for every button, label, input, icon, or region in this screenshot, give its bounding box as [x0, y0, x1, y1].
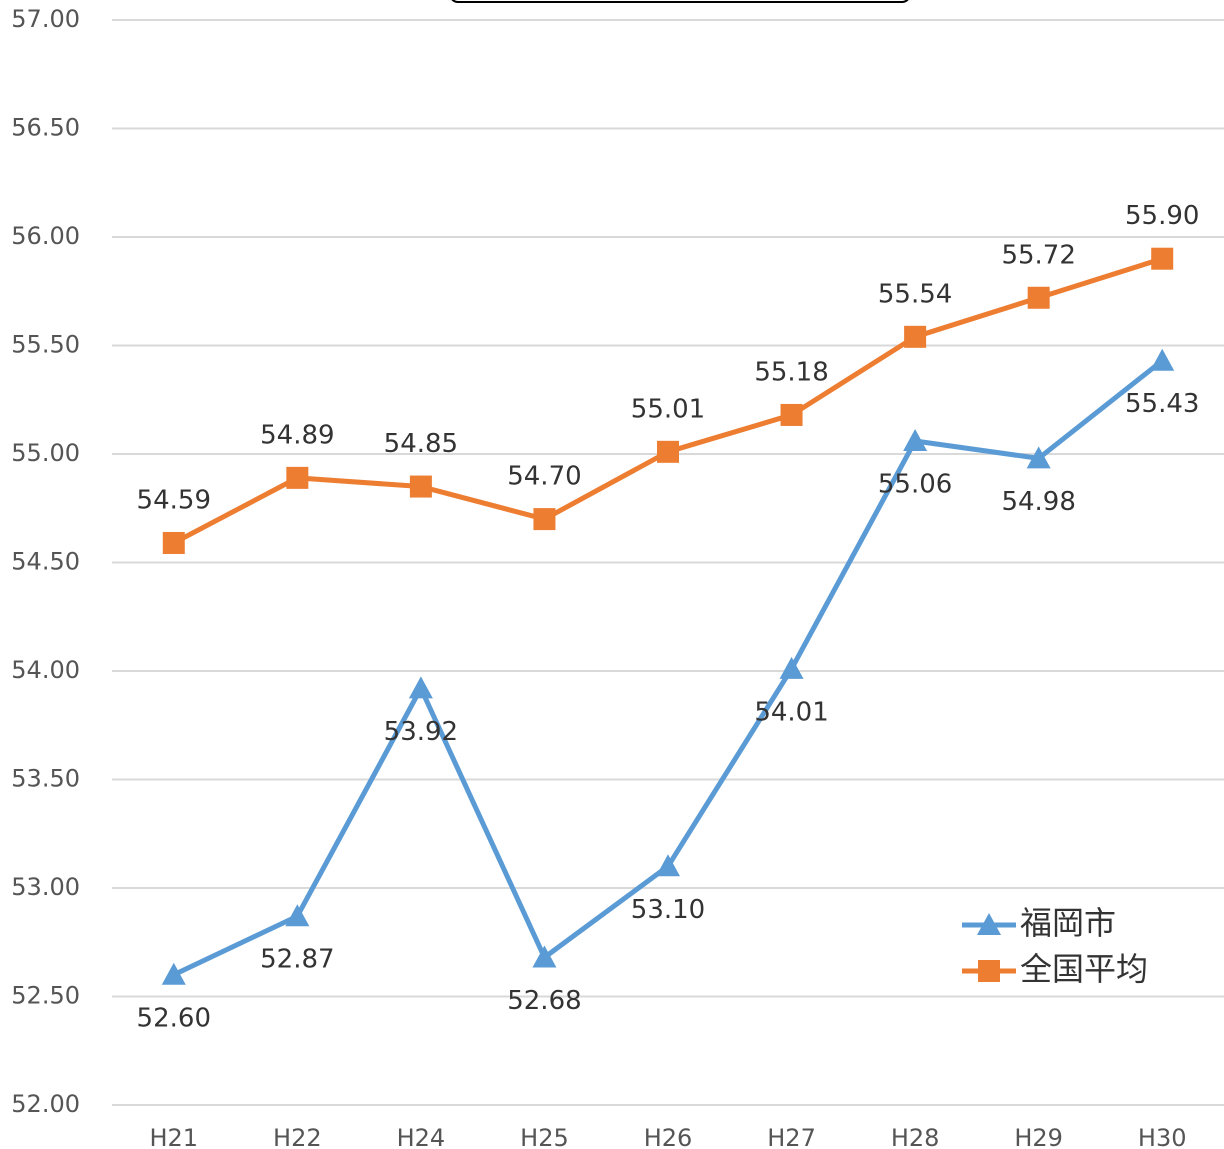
marker	[780, 403, 803, 426]
x-tick-label: H29	[1014, 1124, 1063, 1149]
data-label: 52.68	[507, 986, 581, 1016]
marker	[161, 962, 186, 985]
marker	[904, 325, 927, 348]
data-label: 55.18	[754, 357, 828, 387]
marker	[533, 508, 556, 531]
y-tick-label: 56.50	[11, 114, 80, 142]
y-tick-label: 52.00	[11, 1090, 80, 1118]
y-tick-label: 54.50	[11, 548, 80, 576]
marker	[903, 428, 928, 451]
x-tick-label: H24	[397, 1124, 446, 1149]
y-tick-label: 55.00	[11, 439, 80, 467]
y-tick-label: 53.00	[11, 873, 80, 901]
marker	[1151, 247, 1174, 270]
marker	[1150, 348, 1175, 371]
marker	[532, 945, 557, 968]
marker	[779, 656, 804, 679]
marker	[656, 854, 680, 877]
x-tick-label: H25	[520, 1124, 569, 1149]
data-label: 54.59	[137, 485, 211, 515]
marker	[409, 475, 432, 498]
data-label: 54.89	[260, 420, 334, 450]
legend-label: 全国平均	[1020, 950, 1148, 988]
data-label: 54.98	[1001, 487, 1075, 517]
marker	[162, 531, 185, 554]
marker	[657, 440, 679, 463]
data-label: 55.90	[1125, 201, 1199, 231]
marker	[285, 904, 310, 927]
marker	[1026, 446, 1051, 469]
marker	[408, 676, 433, 699]
data-label: 55.54	[878, 279, 952, 309]
data-label: 52.60	[137, 1003, 211, 1033]
x-tick-label: H27	[767, 1124, 816, 1149]
legend-label: 福岡市	[1020, 904, 1116, 942]
data-label: 55.72	[1001, 240, 1075, 270]
data-label: 55.01	[631, 394, 705, 424]
data-label: 54.70	[507, 462, 581, 492]
marker	[1027, 286, 1050, 309]
data-label: 55.43	[1125, 389, 1199, 419]
x-tick-label: H30	[1138, 1124, 1187, 1149]
data-label: 53.92	[384, 717, 458, 747]
x-tick-label: H21	[149, 1124, 198, 1149]
y-tick-label: 55.50	[11, 331, 80, 359]
y-tick-label: 56.00	[11, 222, 80, 250]
data-label: 52.87	[260, 945, 334, 975]
data-label: 55.06	[878, 469, 952, 499]
y-tick-label: 52.50	[11, 982, 80, 1010]
data-label: 53.10	[631, 895, 705, 925]
y-tick-label: 54.00	[11, 656, 80, 684]
x-tick-label: H26	[644, 1124, 693, 1149]
y-tick-label: 57.00	[11, 5, 80, 33]
legend-marker	[977, 913, 1001, 935]
data-label: 54.01	[754, 697, 828, 727]
data-label: 54.85	[384, 429, 458, 459]
y-tick-label: 53.50	[11, 765, 80, 793]
x-tick-label: H28	[891, 1124, 940, 1149]
title-box	[451, 0, 909, 3]
x-tick-label: H22	[273, 1124, 322, 1149]
marker	[286, 466, 309, 489]
legend-marker	[978, 960, 1000, 982]
